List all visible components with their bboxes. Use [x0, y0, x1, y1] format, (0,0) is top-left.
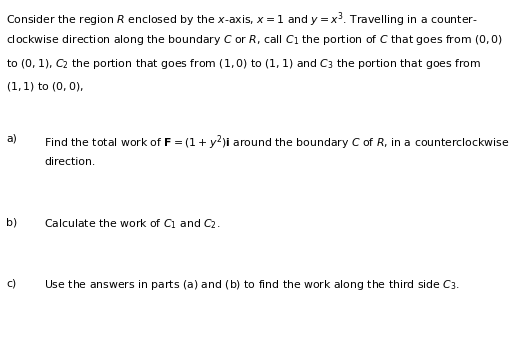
Text: clockwise direction along the boundary $C$ or $R$, call $C_1$ the portion of $C$: clockwise direction along the boundary $…: [6, 33, 503, 47]
Text: Use the answers in parts (a) and (b) to find the work along the third side $C_3$: Use the answers in parts (a) and (b) to …: [44, 278, 460, 292]
Text: to $(0,1)$, $C_2$ the portion that goes from $(1,0)$ to $(1,1)$ and $C_3$ the po: to $(0,1)$, $C_2$ the portion that goes …: [6, 57, 481, 71]
Text: a): a): [6, 134, 17, 144]
Text: c): c): [6, 278, 17, 288]
Text: Find the total work of $\mathbf{F} = (1+y^2)\mathbf{i}$ around the boundary $C$ : Find the total work of $\mathbf{F} = (1+…: [44, 134, 510, 152]
Text: b): b): [6, 218, 18, 227]
Text: Consider the region $R$ enclosed by the $x$-axis, $x = 1$ and $y = x^3$. Travell: Consider the region $R$ enclosed by the …: [6, 10, 478, 29]
Text: direction.: direction.: [44, 157, 95, 167]
Text: $(1,1)$ to $(0,0)$,: $(1,1)$ to $(0,0)$,: [6, 80, 84, 93]
Text: Calculate the work of $C_1$ and $C_2$.: Calculate the work of $C_1$ and $C_2$.: [44, 218, 221, 231]
